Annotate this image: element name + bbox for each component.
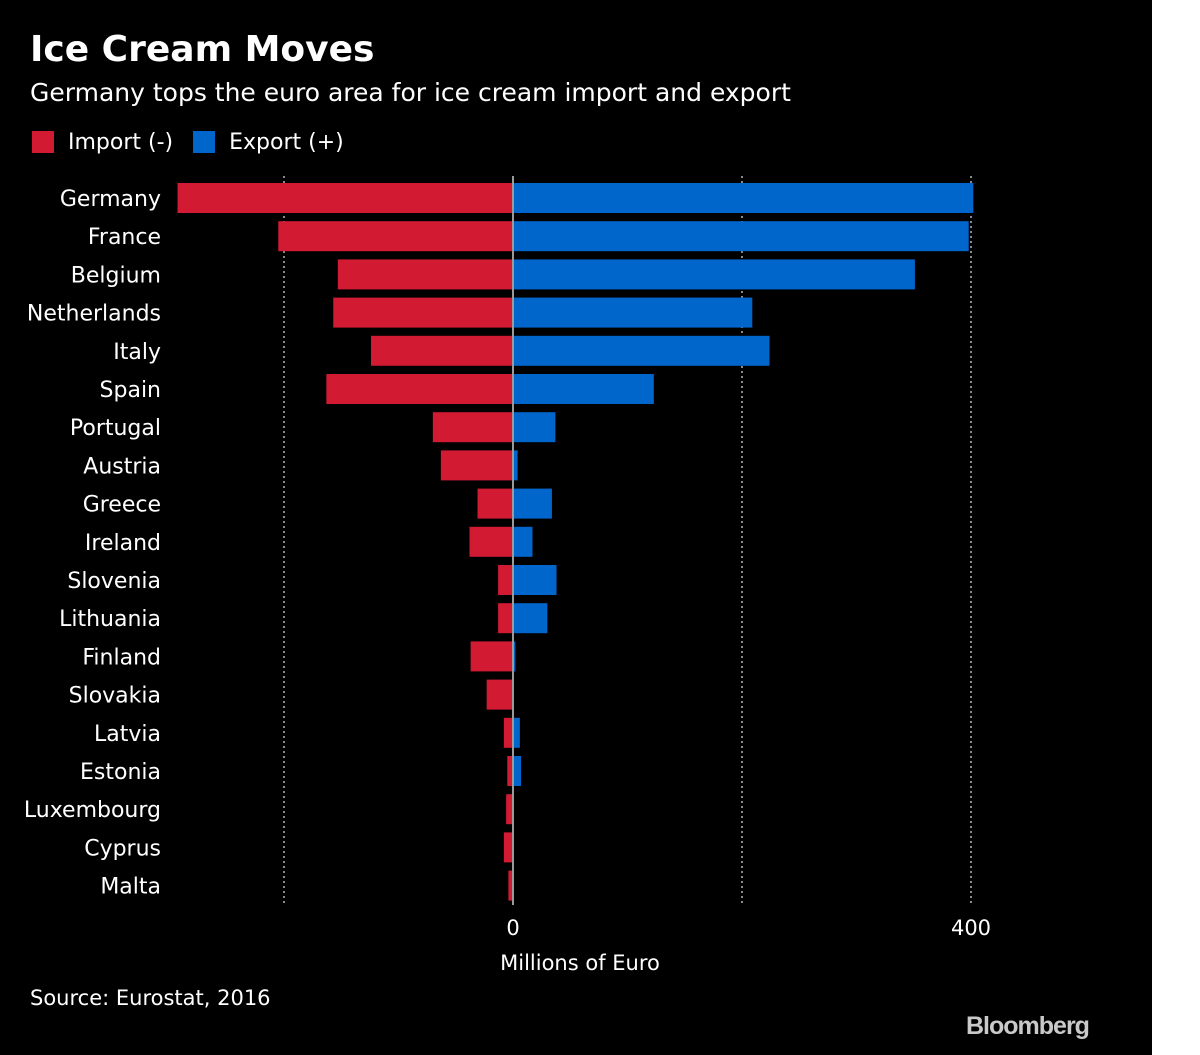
category-label: Finland xyxy=(82,645,161,670)
category-label: France xyxy=(88,225,161,250)
category-label: Lithuania xyxy=(59,607,161,632)
chart-canvas: Ice Cream Moves Germany tops the euro ar… xyxy=(0,0,1152,1055)
bar-export xyxy=(513,526,533,557)
bars xyxy=(177,183,974,901)
category-label: Austria xyxy=(83,454,161,479)
chart-title: Ice Cream Moves xyxy=(30,29,375,70)
category-label: Slovakia xyxy=(69,684,161,709)
bar-import xyxy=(440,450,513,481)
category-label: Malta xyxy=(100,875,161,900)
legend-item-export: Export (+) xyxy=(193,130,344,155)
bar-chart: Germany France Belgium Netherlands Italy Spai… xyxy=(24,176,991,975)
legend-swatch-import xyxy=(32,131,54,153)
bar-export xyxy=(513,221,969,252)
category-label: Portugal xyxy=(70,416,161,441)
bar-import xyxy=(177,183,513,213)
chart-legend: Import (-) Export (+) xyxy=(32,128,344,156)
category-label: Spain xyxy=(100,378,161,403)
bar-export xyxy=(513,450,518,481)
category-label: Netherlands xyxy=(27,302,161,327)
bar-import xyxy=(278,221,513,252)
bar-export xyxy=(513,565,557,595)
bar-import xyxy=(506,794,513,825)
bar-import xyxy=(498,565,513,595)
legend-item-import: Import (-) xyxy=(32,130,173,155)
bar-export xyxy=(513,488,552,519)
bar-export xyxy=(513,335,770,366)
legend-label-export: Export (+) xyxy=(229,129,344,155)
bar-import xyxy=(507,756,513,786)
bar-import xyxy=(503,717,513,748)
bar-export xyxy=(513,412,556,443)
x-axis-label: Millions of Euro xyxy=(500,951,660,975)
bar-export xyxy=(513,641,516,672)
bar-export xyxy=(513,259,915,290)
bar-import xyxy=(508,870,513,901)
category-label: Germany xyxy=(60,187,161,212)
category-label: Luxembourg xyxy=(24,798,161,823)
bar-export xyxy=(513,717,520,748)
grid-lines xyxy=(283,176,972,905)
x-tick-label: 0 xyxy=(506,916,519,940)
x-axis-ticks: 0 400 xyxy=(506,916,991,940)
legend-swatch-export xyxy=(193,131,216,153)
bar-import xyxy=(333,297,513,328)
bar-import xyxy=(469,526,513,557)
category-label: Belgium xyxy=(71,263,161,288)
bar-import xyxy=(503,832,513,863)
x-tick-label: 400 xyxy=(951,916,991,940)
category-labels: Germany France Belgium Netherlands Italy Spai… xyxy=(24,187,161,900)
category-label: Italy xyxy=(113,340,161,365)
bar-import xyxy=(326,374,513,404)
bloomberg-logo: Bloomberg xyxy=(966,1012,1090,1040)
category-label: Latvia xyxy=(94,722,161,747)
bar-export xyxy=(513,183,974,213)
bar-import xyxy=(371,335,513,366)
bar-import xyxy=(498,603,513,634)
bar-import xyxy=(470,641,513,672)
bar-import xyxy=(477,488,513,519)
chart-subtitle: Germany tops the euro area for ice cream… xyxy=(30,78,791,107)
category-label: Estonia xyxy=(80,760,161,785)
bar-import xyxy=(486,679,513,710)
bar-export xyxy=(513,374,654,404)
bar-export xyxy=(513,603,548,634)
bar-export xyxy=(513,756,522,786)
bar-export xyxy=(513,297,753,328)
legend-label-import: Import (-) xyxy=(68,129,174,155)
bar-import xyxy=(432,412,513,443)
category-label: Greece xyxy=(83,493,161,518)
bar-import xyxy=(337,259,513,290)
source-note: Source: Eurostat, 2016 xyxy=(30,986,271,1010)
category-label: Ireland xyxy=(85,531,161,556)
category-label: Slovenia xyxy=(67,569,161,594)
category-label: Cyprus xyxy=(84,836,161,861)
